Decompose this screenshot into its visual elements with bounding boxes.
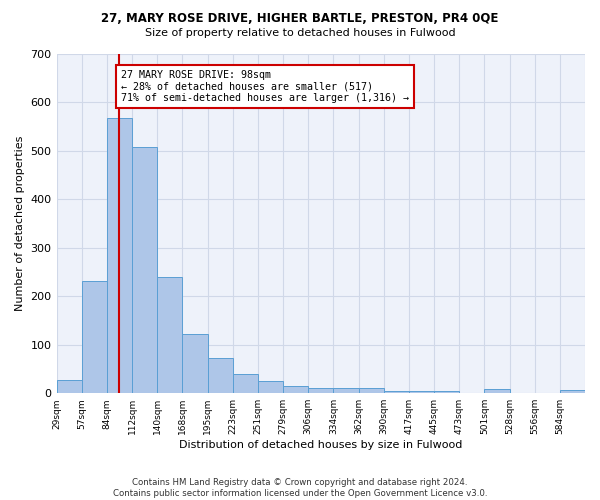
Bar (359, 388, 383, 393)
Text: 27 MARY ROSE DRIVE: 98sqm
← 28% of detached houses are smaller (517)
71% of semi: 27 MARY ROSE DRIVE: 98sqm ← 28% of detac… (121, 70, 409, 102)
Bar (560, 390, 585, 393)
Bar (56, 380, 82, 393)
Bar (82, 281, 107, 393)
Bar (107, 118, 132, 393)
Bar (283, 386, 308, 393)
Bar (409, 391, 434, 393)
Bar (308, 388, 334, 393)
Bar (233, 374, 258, 393)
Y-axis label: Number of detached properties: Number of detached properties (15, 136, 25, 312)
Bar (484, 390, 509, 393)
Bar (334, 388, 359, 393)
Text: 27, MARY ROSE DRIVE, HIGHER BARTLE, PRESTON, PR4 0QE: 27, MARY ROSE DRIVE, HIGHER BARTLE, PRES… (101, 12, 499, 26)
Bar (208, 358, 233, 393)
Text: Contains HM Land Registry data © Crown copyright and database right 2024.
Contai: Contains HM Land Registry data © Crown c… (113, 478, 487, 498)
Bar (258, 380, 283, 393)
Bar (383, 391, 409, 393)
Bar (132, 147, 157, 393)
Bar (434, 391, 459, 393)
Text: Size of property relative to detached houses in Fulwood: Size of property relative to detached ho… (145, 28, 455, 38)
Bar (157, 277, 182, 393)
Bar (182, 334, 208, 393)
X-axis label: Distribution of detached houses by size in Fulwood: Distribution of detached houses by size … (179, 440, 463, 450)
